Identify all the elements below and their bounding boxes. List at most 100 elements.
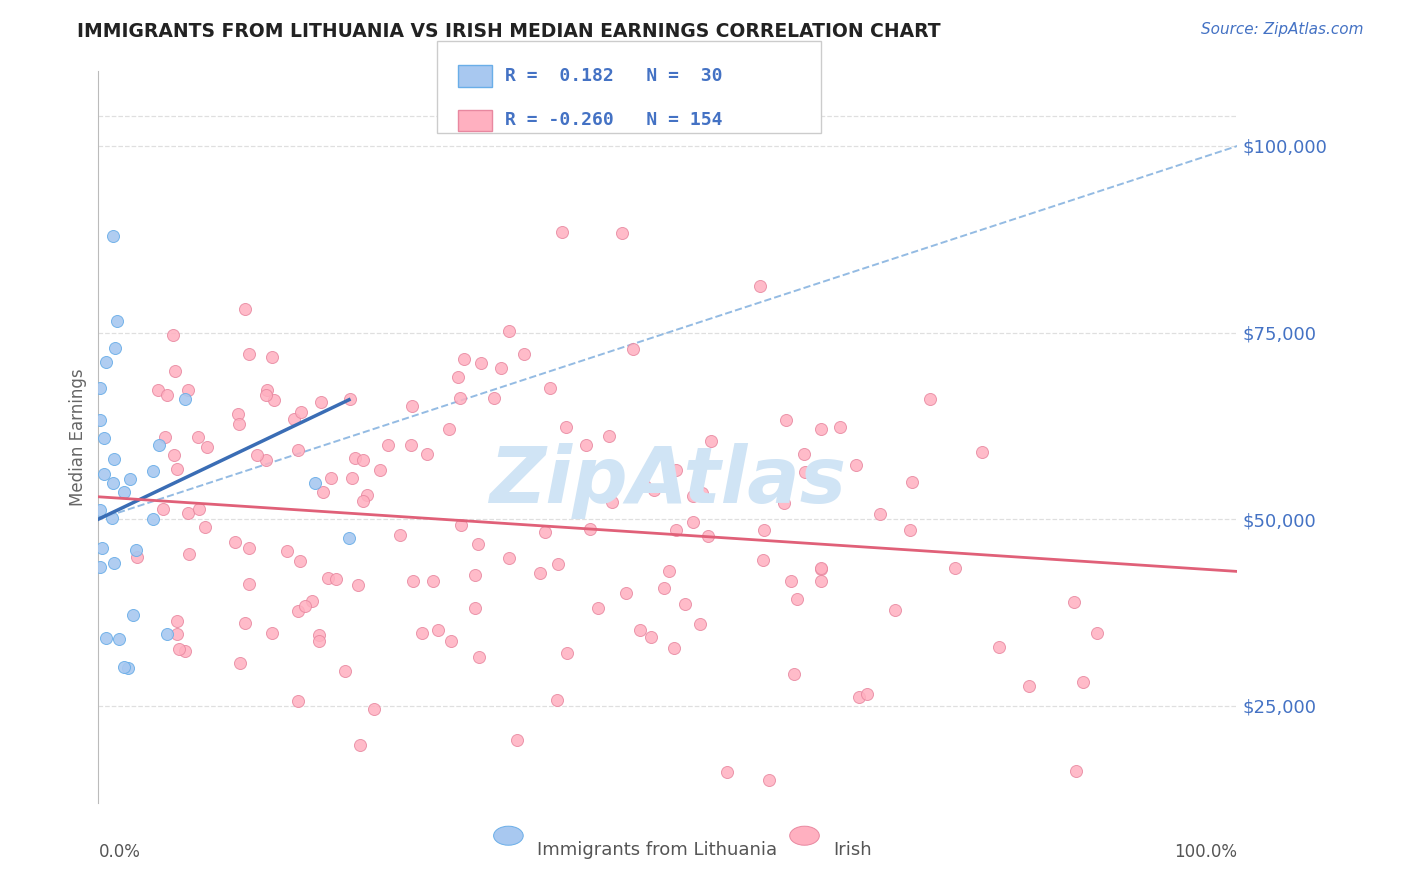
Irish <box>752 552 775 566</box>
Irish <box>238 541 260 555</box>
Irish <box>309 394 332 409</box>
Irish <box>470 356 492 370</box>
Irish <box>411 626 433 640</box>
Irish <box>321 471 343 485</box>
Irish <box>845 458 868 472</box>
Irish <box>554 420 576 434</box>
Irish <box>146 383 169 397</box>
Irish <box>308 634 330 648</box>
Immigrants from Lithuania <box>101 510 124 524</box>
Irish <box>1071 674 1094 689</box>
Irish <box>343 450 366 465</box>
Irish <box>547 558 569 572</box>
Irish <box>616 586 638 600</box>
Irish <box>634 479 657 493</box>
Irish <box>489 361 512 376</box>
Immigrants from Lithuania <box>112 659 135 673</box>
Irish <box>810 422 832 436</box>
Text: Source: ZipAtlas.com: Source: ZipAtlas.com <box>1201 22 1364 37</box>
Irish <box>308 628 330 642</box>
Immigrants from Lithuania <box>142 512 165 526</box>
Irish <box>287 694 309 708</box>
Immigrants from Lithuania <box>124 543 146 558</box>
Irish <box>254 452 277 467</box>
Irish <box>402 574 425 588</box>
Irish <box>166 627 188 641</box>
Irish <box>464 600 486 615</box>
Irish <box>162 327 184 342</box>
Irish <box>174 643 197 657</box>
Immigrants from Lithuania <box>118 472 141 486</box>
Irish <box>612 226 634 240</box>
Irish <box>640 630 662 644</box>
Irish <box>716 764 738 779</box>
Irish <box>437 422 460 436</box>
Irish <box>166 462 188 476</box>
Irish <box>810 574 832 589</box>
Irish <box>356 488 378 502</box>
Immigrants from Lithuania <box>89 413 111 427</box>
Irish <box>276 543 298 558</box>
Irish <box>972 445 994 459</box>
Irish <box>187 502 209 516</box>
Irish <box>187 430 209 444</box>
Irish <box>506 733 529 747</box>
Irish <box>628 624 651 638</box>
Irish <box>377 438 399 452</box>
Irish <box>228 417 250 431</box>
Irish <box>254 387 277 401</box>
Irish <box>127 550 149 565</box>
Irish <box>228 656 250 670</box>
Irish <box>301 594 323 608</box>
Immigrants from Lithuania <box>103 228 125 243</box>
Irish <box>498 550 520 565</box>
Irish <box>1063 595 1085 609</box>
Irish <box>260 350 283 364</box>
Immigrants from Lithuania <box>117 661 139 675</box>
Text: Immigrants from Lithuania: Immigrants from Lithuania <box>537 841 778 859</box>
Irish <box>772 496 794 510</box>
Immigrants from Lithuania <box>156 627 179 641</box>
Immigrants from Lithuania <box>122 607 145 622</box>
Circle shape <box>790 826 820 846</box>
Immigrants from Lithuania <box>96 355 118 369</box>
Irish <box>758 773 780 788</box>
Irish <box>224 535 246 549</box>
Irish <box>665 463 688 477</box>
Circle shape <box>494 826 523 846</box>
Irish <box>401 399 423 413</box>
Text: R = -0.260   N = 154: R = -0.260 N = 154 <box>505 112 723 129</box>
Irish <box>152 502 174 516</box>
Irish <box>312 485 335 500</box>
Irish <box>901 475 924 490</box>
Irish <box>793 465 815 479</box>
Irish <box>316 571 339 585</box>
Irish <box>176 384 198 398</box>
Immigrants from Lithuania <box>93 467 115 482</box>
Immigrants from Lithuania <box>148 438 170 452</box>
Irish <box>233 615 256 630</box>
Immigrants from Lithuania <box>89 560 111 574</box>
Text: 0.0%: 0.0% <box>98 843 141 861</box>
Irish <box>169 642 191 657</box>
Irish <box>652 581 675 595</box>
Irish <box>339 392 361 407</box>
Irish <box>689 617 711 632</box>
Irish <box>1085 626 1108 640</box>
Irish <box>579 522 602 536</box>
Irish <box>533 524 555 539</box>
Irish <box>869 507 891 521</box>
Irish <box>783 666 806 681</box>
Irish <box>810 562 832 576</box>
Immigrants from Lithuania <box>304 476 326 491</box>
Irish <box>449 391 471 405</box>
Irish <box>156 388 179 402</box>
Irish <box>690 485 713 500</box>
Irish <box>352 494 374 508</box>
Irish <box>238 577 260 591</box>
Irish <box>467 537 489 551</box>
Irish <box>600 495 623 509</box>
Irish <box>697 528 720 542</box>
Irish <box>194 519 217 533</box>
Irish <box>920 392 942 407</box>
